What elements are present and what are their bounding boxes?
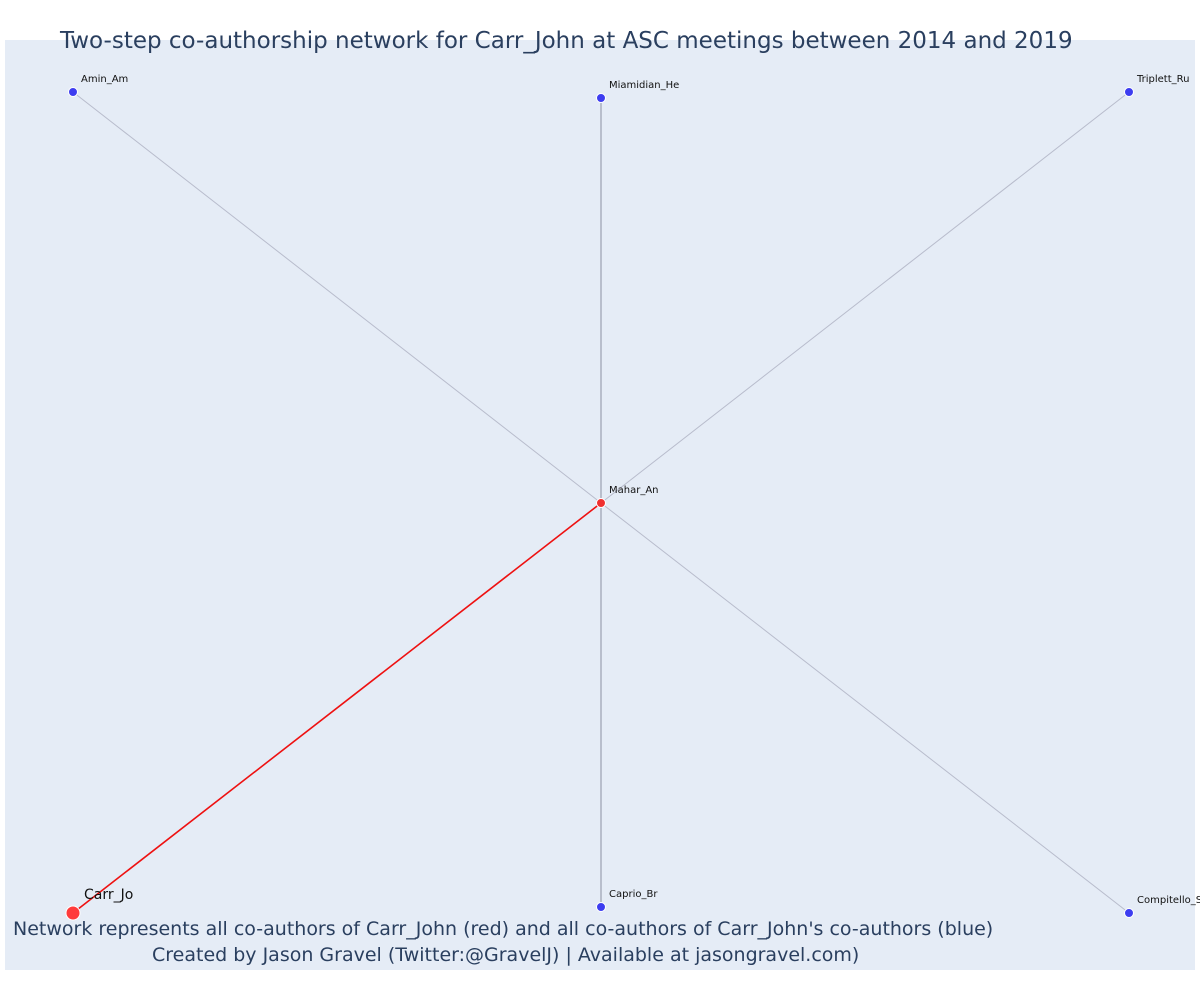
caption-line-1: Network represents all co-authors of Car…: [13, 918, 994, 940]
node-Compitello_S[interactable]: Compitello_S: [1124, 895, 1200, 918]
node-label: Caprio_Br: [609, 889, 658, 900]
caption-line-2: Created by Jason Gravel (Twitter:@Gravel…: [152, 944, 860, 966]
edge-Carr_Jo-Mahar_An: [72, 502, 602, 914]
node-Triplett_Ru[interactable]: Triplett_Ru: [1124, 74, 1190, 97]
node-marker[interactable]: [596, 498, 606, 508]
node-Miamidian_He[interactable]: Miamidian_He: [596, 80, 680, 103]
node-marker[interactable]: [596, 902, 606, 912]
node-label: Amin_Am: [81, 74, 128, 85]
node-label: Triplett_Ru: [1136, 74, 1190, 85]
node-Carr_Jo[interactable]: Carr_Jo: [65, 887, 133, 921]
node-label: Carr_Jo: [84, 887, 133, 903]
node-label: Compitello_S: [1137, 895, 1200, 906]
node-marker[interactable]: [1124, 908, 1134, 918]
node-marker[interactable]: [1124, 87, 1134, 97]
node-label: Mahar_An: [609, 485, 659, 496]
edge-Mahar_An-Amin_Am: [72, 91, 602, 504]
edge-Mahar_An-Compitello_S: [600, 502, 1130, 914]
node-Amin_Am[interactable]: Amin_Am: [68, 74, 129, 97]
node-marker[interactable]: [65, 905, 81, 921]
node-Mahar_An[interactable]: Mahar_An: [596, 485, 659, 508]
node-marker[interactable]: [68, 87, 78, 97]
node-marker[interactable]: [596, 93, 606, 103]
chart-title: Two-step co-authorship network for Carr_…: [60, 28, 1073, 54]
node-Caprio_Br[interactable]: Caprio_Br: [596, 889, 659, 912]
node-label: Miamidian_He: [609, 80, 679, 91]
edge-Mahar_An-Triplett_Ru: [600, 91, 1130, 504]
